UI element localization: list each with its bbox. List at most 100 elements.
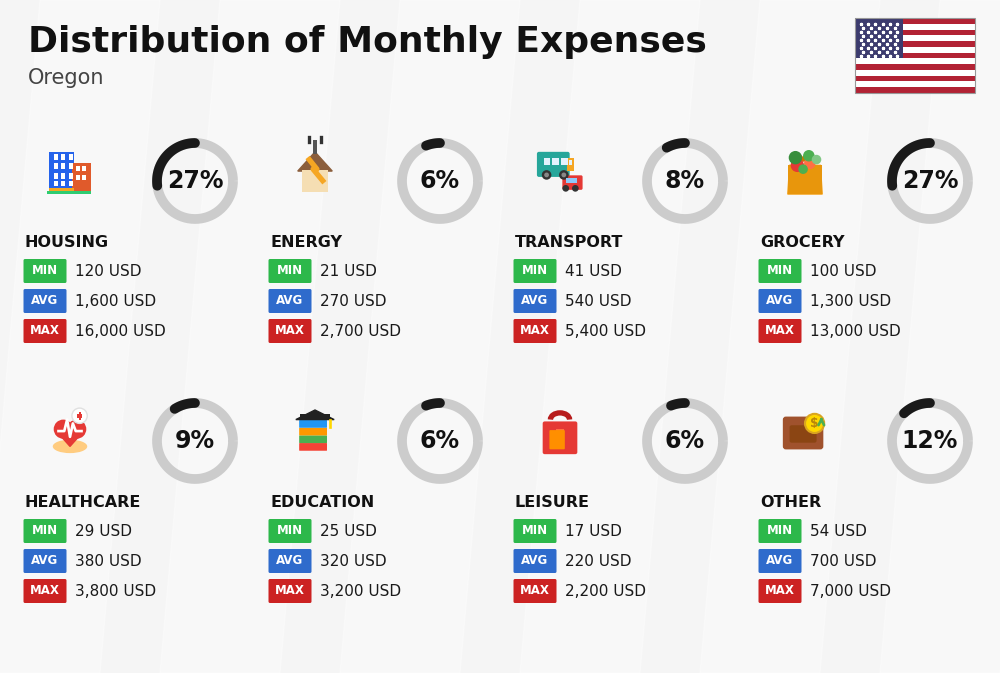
FancyBboxPatch shape <box>514 319 556 343</box>
Text: MIN: MIN <box>767 264 793 277</box>
Circle shape <box>805 414 824 433</box>
Circle shape <box>812 155 821 164</box>
Text: 3,800 USD: 3,800 USD <box>75 583 156 598</box>
Circle shape <box>798 164 808 174</box>
Text: MIN: MIN <box>32 264 58 277</box>
Circle shape <box>72 408 87 423</box>
Text: 12%: 12% <box>902 429 958 453</box>
Bar <box>855 81 975 87</box>
Text: MIN: MIN <box>32 524 58 538</box>
FancyBboxPatch shape <box>759 579 802 603</box>
FancyBboxPatch shape <box>759 549 802 573</box>
Bar <box>61 164 65 169</box>
Text: 540 USD: 540 USD <box>565 293 632 308</box>
FancyBboxPatch shape <box>299 443 327 451</box>
Bar <box>300 414 330 419</box>
Bar <box>566 178 577 182</box>
Circle shape <box>54 419 73 439</box>
Bar <box>855 64 975 70</box>
Text: AVG: AVG <box>276 555 304 567</box>
Bar <box>61 180 65 186</box>
Bar <box>855 18 903 59</box>
Text: 9%: 9% <box>175 429 215 453</box>
Bar <box>567 157 574 171</box>
FancyBboxPatch shape <box>514 549 556 573</box>
FancyBboxPatch shape <box>24 259 66 283</box>
FancyBboxPatch shape <box>759 319 802 343</box>
Text: 41 USD: 41 USD <box>565 264 622 279</box>
Polygon shape <box>296 410 334 419</box>
FancyBboxPatch shape <box>24 519 66 543</box>
FancyBboxPatch shape <box>24 579 66 603</box>
Text: TRANSPORT: TRANSPORT <box>515 235 623 250</box>
Ellipse shape <box>53 439 87 453</box>
Text: 1,600 USD: 1,600 USD <box>75 293 156 308</box>
Circle shape <box>789 151 802 164</box>
Text: AVG: AVG <box>521 555 549 567</box>
Text: MIN: MIN <box>767 524 793 538</box>
Text: AVG: AVG <box>31 555 59 567</box>
Circle shape <box>542 170 551 180</box>
Bar <box>69 164 73 169</box>
Circle shape <box>544 172 549 177</box>
Text: AVG: AVG <box>766 295 794 308</box>
Polygon shape <box>520 0 700 673</box>
Bar <box>82 166 86 171</box>
Bar <box>855 24 975 30</box>
Bar <box>61 154 65 160</box>
Circle shape <box>791 159 804 172</box>
Text: AVG: AVG <box>276 295 304 308</box>
Circle shape <box>803 150 815 162</box>
Polygon shape <box>298 152 332 171</box>
Bar <box>855 87 975 93</box>
Text: 8%: 8% <box>665 169 705 193</box>
Text: 1,300 USD: 1,300 USD <box>810 293 891 308</box>
Text: AVG: AVG <box>31 295 59 308</box>
Bar <box>54 173 58 179</box>
Bar <box>47 191 91 194</box>
Text: 270 USD: 270 USD <box>320 293 386 308</box>
Bar <box>76 166 80 171</box>
Text: OTHER: OTHER <box>760 495 821 510</box>
Bar <box>69 154 73 160</box>
Bar <box>49 188 74 192</box>
Polygon shape <box>340 0 520 673</box>
Text: 7,000 USD: 7,000 USD <box>810 583 891 598</box>
Text: MAX: MAX <box>520 324 550 337</box>
FancyBboxPatch shape <box>299 435 327 443</box>
Text: 27%: 27% <box>167 169 223 193</box>
Text: 6%: 6% <box>420 429 460 453</box>
Polygon shape <box>788 166 822 194</box>
Circle shape <box>562 185 569 192</box>
FancyBboxPatch shape <box>24 289 66 313</box>
Text: 120 USD: 120 USD <box>75 264 142 279</box>
Text: MIN: MIN <box>277 264 303 277</box>
FancyBboxPatch shape <box>783 417 823 450</box>
Text: Distribution of Monthly Expenses: Distribution of Monthly Expenses <box>28 25 707 59</box>
Bar <box>561 157 568 166</box>
Text: MIN: MIN <box>522 524 548 538</box>
Bar <box>855 47 975 52</box>
FancyBboxPatch shape <box>514 579 556 603</box>
Text: 100 USD: 100 USD <box>810 264 876 279</box>
FancyBboxPatch shape <box>759 289 802 313</box>
Circle shape <box>804 157 816 169</box>
Polygon shape <box>700 0 880 673</box>
Text: AVG: AVG <box>766 555 794 567</box>
Text: 2,700 USD: 2,700 USD <box>320 324 401 339</box>
FancyBboxPatch shape <box>268 289 312 313</box>
FancyBboxPatch shape <box>549 430 565 450</box>
Bar <box>54 154 58 160</box>
Text: 320 USD: 320 USD <box>320 553 387 569</box>
Bar <box>788 166 822 194</box>
Text: 6%: 6% <box>665 429 705 453</box>
FancyBboxPatch shape <box>299 420 327 428</box>
Bar <box>76 175 80 180</box>
Polygon shape <box>880 0 1000 673</box>
FancyBboxPatch shape <box>514 519 556 543</box>
FancyBboxPatch shape <box>514 259 556 283</box>
Text: ENERGY: ENERGY <box>270 235 342 250</box>
Text: 700 USD: 700 USD <box>810 553 876 569</box>
Bar <box>69 180 73 186</box>
Polygon shape <box>0 0 160 673</box>
